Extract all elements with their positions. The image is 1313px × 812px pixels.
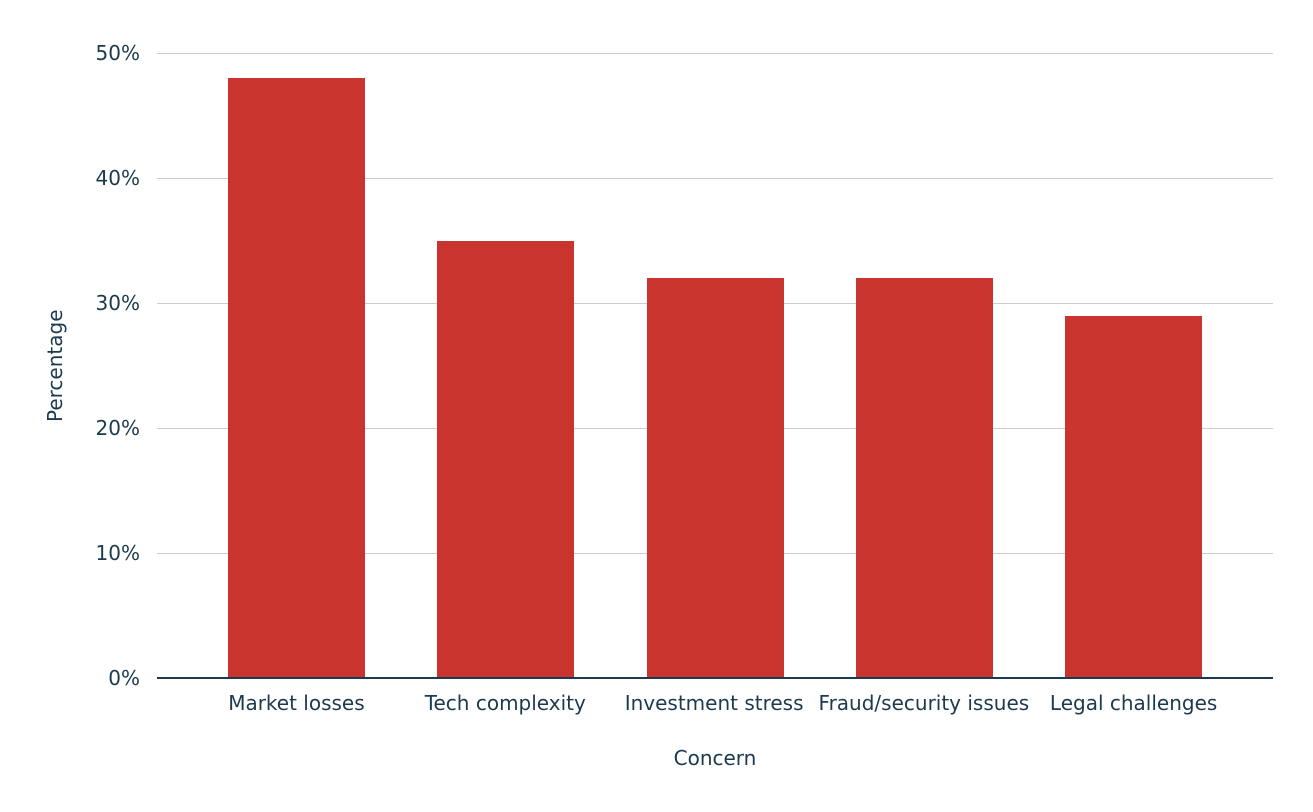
y-axis-tick-label-30: 30% — [95, 291, 140, 315]
bars-container — [157, 53, 1273, 678]
x-axis-category-label-tech-complexity: Tech complexity — [424, 691, 586, 715]
y-axis-tick-label-20: 20% — [95, 416, 140, 440]
y-axis-tick-label-10: 10% — [95, 541, 140, 565]
bar-market-losses — [228, 78, 366, 678]
x-axis-category-label-legal-challenges: Legal challenges — [1049, 691, 1218, 715]
x-axis-category-label-investment-stress: Investment stress — [624, 691, 804, 715]
x-axis-title: Concern — [673, 746, 757, 770]
bar-slot-legal-challenges — [1029, 53, 1238, 678]
gridline-40 — [157, 178, 1273, 179]
gridline-50 — [157, 53, 1273, 54]
bar-legal-challenges — [1064, 315, 1202, 678]
x-axis-baseline — [157, 677, 1273, 679]
x-axis-category-label-market-losses: Market losses — [228, 691, 365, 715]
bar-slot-investment-stress — [610, 53, 819, 678]
plot-area — [157, 53, 1273, 679]
bar-slot-tech-complexity — [401, 53, 610, 678]
y-axis-tick-label-40: 40% — [95, 166, 140, 190]
y-axis-tick-labels: 0% 10% 20% 30% 40% 50% — [0, 41, 140, 690]
bar-tech-complexity — [437, 240, 575, 678]
bar-slot-market-losses — [192, 53, 401, 678]
x-axis-category-label-fraud-security-issues: Fraud/security issues — [818, 691, 1030, 715]
bar-investment-stress — [646, 278, 784, 678]
y-axis-tick-label-50: 50% — [95, 41, 140, 65]
bar-slot-fraud-security-issues — [820, 53, 1029, 678]
x-axis-category-labels: Market losses Tech complexity Investment s… — [157, 691, 1273, 715]
bar-fraud-security-issues — [855, 278, 993, 678]
y-axis-tick-label-0: 0% — [108, 666, 140, 690]
